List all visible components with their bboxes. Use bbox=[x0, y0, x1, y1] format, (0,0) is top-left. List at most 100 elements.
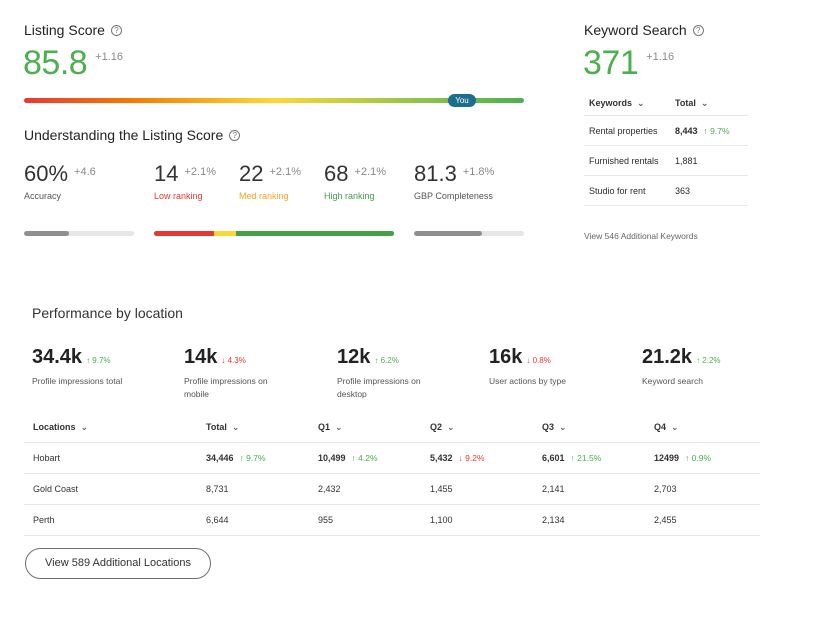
help-icon[interactable]: ? bbox=[110, 25, 122, 36]
gbp-progress-fill bbox=[414, 231, 483, 236]
q2-column-header[interactable]: Q2 ⌄ bbox=[430, 422, 542, 433]
cell-value: 10,499 bbox=[318, 453, 346, 463]
help-icon[interactable]: ? bbox=[692, 25, 704, 36]
q2-cell: 1,100 bbox=[430, 515, 453, 525]
metric-med-ranking: 22 +2.1% Med ranking bbox=[239, 161, 301, 201]
q1-cell: 955 bbox=[318, 515, 334, 525]
metric-label: Med ranking bbox=[239, 191, 289, 201]
chevron-down-icon: ⌄ bbox=[559, 422, 567, 432]
locations-table-header: Locations ⌄ Total ⌄ Q1 ⌄ Q2 ⌄ Q3 ⌄ Q4 ⌄ bbox=[24, 413, 760, 443]
stat-label: Profile impressions total bbox=[32, 376, 123, 386]
stat-profile-impressions-mobile: 14k ↓ 4.3% Profile impressions on mobile bbox=[184, 346, 289, 401]
locations-column-header[interactable]: Locations ⌄ bbox=[24, 422, 206, 433]
understanding-header: Understanding the Listing Score? bbox=[24, 127, 241, 145]
total-cell: 1,881 bbox=[675, 155, 698, 166]
cell-delta: ↑ 4.2% bbox=[351, 453, 378, 463]
metric-label: Accuracy bbox=[24, 191, 62, 201]
table-row[interactable]: Gold Coast 8,731 2,432 1,455 2,141 2,703 bbox=[24, 474, 760, 505]
keywords-column-header[interactable]: Keywords ⌄ bbox=[584, 98, 675, 109]
table-row[interactable]: Perth 6,644 955 1,100 2,134 2,455 bbox=[24, 505, 760, 536]
stat-keyword-search: 21.2k ↑ 2.2% Keyword search bbox=[642, 346, 772, 388]
column-label: Keywords bbox=[589, 98, 633, 108]
chevron-down-icon: ⌄ bbox=[335, 422, 343, 432]
q3-cell: 6,601 ↑ 21.5% bbox=[542, 453, 654, 463]
understanding-title: Understanding the Listing Score bbox=[24, 127, 224, 143]
stat-value: 14k bbox=[184, 346, 218, 368]
metric-high-ranking: 68 +2.1% High ranking bbox=[324, 161, 386, 201]
total-value: 8,443 bbox=[675, 125, 698, 136]
total-column-header[interactable]: Total ⌄ bbox=[206, 422, 318, 433]
ranking-med-segment bbox=[214, 231, 236, 236]
column-label: Q1 bbox=[318, 422, 331, 432]
cell-delta: ↑ 0.9% bbox=[685, 453, 712, 463]
metric-accuracy: 60% +4.6 Accuracy bbox=[24, 161, 96, 201]
cell-value: 34,446 bbox=[206, 453, 234, 463]
stat-label: Profile impressions on mobile bbox=[184, 376, 268, 399]
stat-delta: ↑ 2.2% bbox=[696, 356, 721, 365]
column-label: Q3 bbox=[542, 422, 555, 432]
metric-value: 81.3 bbox=[414, 161, 457, 186]
keyword-cell: Furnished rentals bbox=[589, 155, 659, 166]
column-label: Locations bbox=[33, 422, 76, 432]
metric-value: 68 bbox=[324, 161, 349, 186]
ranking-high-segment bbox=[235, 231, 394, 236]
metric-label: GBP Completeness bbox=[414, 191, 493, 201]
total-column-header[interactable]: Total ⌄ bbox=[675, 98, 748, 109]
view-additional-keywords-link[interactable]: View 546 Additional Keywords bbox=[584, 231, 698, 241]
cell-delta: ↑ 9.7% bbox=[239, 453, 266, 463]
stat-value: 21.2k bbox=[642, 346, 693, 368]
q1-column-header[interactable]: Q1 ⌄ bbox=[318, 422, 430, 433]
chevron-down-icon: ⌄ bbox=[231, 422, 240, 432]
column-label: Q2 bbox=[430, 422, 443, 432]
q1-cell: 2,432 bbox=[318, 484, 341, 494]
cell-value: 12499 bbox=[654, 453, 680, 463]
ranking-distribution-bar bbox=[154, 231, 394, 236]
total-cell: 34,446 ↑ 9.7% bbox=[206, 453, 318, 463]
table-row[interactable]: Hobart 34,446 ↑ 9.7% 10,499 ↑ 4.2% 5,432 ↓ … bbox=[24, 443, 760, 474]
stat-label: Keyword search bbox=[642, 376, 703, 386]
delta-value: ↑ 9.7% bbox=[703, 125, 730, 136]
total-cell: 6,644 bbox=[206, 515, 229, 525]
table-row[interactable]: Furnished rentals 1,881 bbox=[584, 146, 748, 176]
table-row[interactable]: Studio for rent 363 bbox=[584, 176, 748, 206]
q1-cell: 10,499 ↑ 4.2% bbox=[318, 453, 430, 463]
keyword-search-header: Keyword Search? bbox=[584, 22, 704, 40]
location-cell: Gold Coast bbox=[33, 484, 79, 494]
total-cell: 8,443 ↑ 9.7% bbox=[675, 126, 748, 136]
view-additional-locations-button[interactable]: View 589 Additional Locations bbox=[25, 548, 211, 579]
stat-value: 16k bbox=[489, 346, 523, 368]
table-row[interactable]: Rental properties 8,443 ↑ 9.7% bbox=[584, 116, 748, 146]
q4-cell: 2,703 bbox=[654, 484, 677, 494]
chevron-down-icon: ⌄ bbox=[700, 98, 709, 108]
cell-delta: ↓ 9.2% bbox=[458, 453, 485, 463]
chevron-down-icon: ⌄ bbox=[80, 422, 89, 432]
q4-cell: 2,455 bbox=[654, 515, 677, 525]
metric-delta: +1.8% bbox=[462, 166, 495, 178]
cell-delta: ↑ 21.5% bbox=[570, 453, 602, 463]
chevron-down-icon: ⌄ bbox=[671, 422, 679, 432]
location-cell: Perth bbox=[33, 515, 55, 525]
metric-value: 14 bbox=[154, 161, 179, 186]
q3-cell: 2,134 bbox=[542, 515, 565, 525]
column-label: Total bbox=[206, 422, 227, 432]
q3-column-header[interactable]: Q3 ⌄ bbox=[542, 422, 654, 433]
listing-score-value: 85.8 bbox=[23, 44, 88, 82]
metric-label: Low ranking bbox=[154, 191, 203, 201]
q4-column-header[interactable]: Q4 ⌄ bbox=[654, 422, 760, 433]
chevron-down-icon: ⌄ bbox=[447, 422, 455, 432]
stat-delta: ↑ 6.2% bbox=[374, 356, 399, 365]
q2-cell: 5,432 ↓ 9.2% bbox=[430, 453, 542, 463]
keyword-search-value: 371 bbox=[583, 44, 639, 82]
stat-value: 34.4k bbox=[32, 346, 83, 368]
stat-user-actions: 16k ↓ 0.8% User actions by type bbox=[489, 346, 609, 388]
metric-gbp-completeness: 81.3 +1.8% GBP Completeness bbox=[414, 161, 494, 201]
accuracy-progress-bar bbox=[24, 231, 134, 236]
q4-cell: 12499 ↑ 0.9% bbox=[654, 453, 760, 463]
you-marker-badge: You bbox=[448, 94, 476, 107]
metric-delta: +2.1% bbox=[269, 166, 301, 178]
help-icon[interactable]: ? bbox=[229, 130, 241, 141]
keyword-search-delta: +1.16 bbox=[646, 51, 675, 63]
chevron-down-icon: ⌄ bbox=[637, 98, 645, 108]
metric-delta: +2.1% bbox=[184, 166, 216, 178]
stat-label: User actions by type bbox=[489, 376, 567, 386]
